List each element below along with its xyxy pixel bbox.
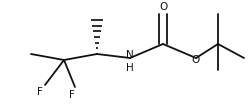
Text: O: O — [192, 55, 200, 65]
Text: O: O — [159, 2, 167, 12]
Text: N: N — [126, 50, 134, 60]
Text: F: F — [69, 90, 75, 100]
Text: H: H — [126, 63, 134, 73]
Text: F: F — [37, 87, 43, 97]
